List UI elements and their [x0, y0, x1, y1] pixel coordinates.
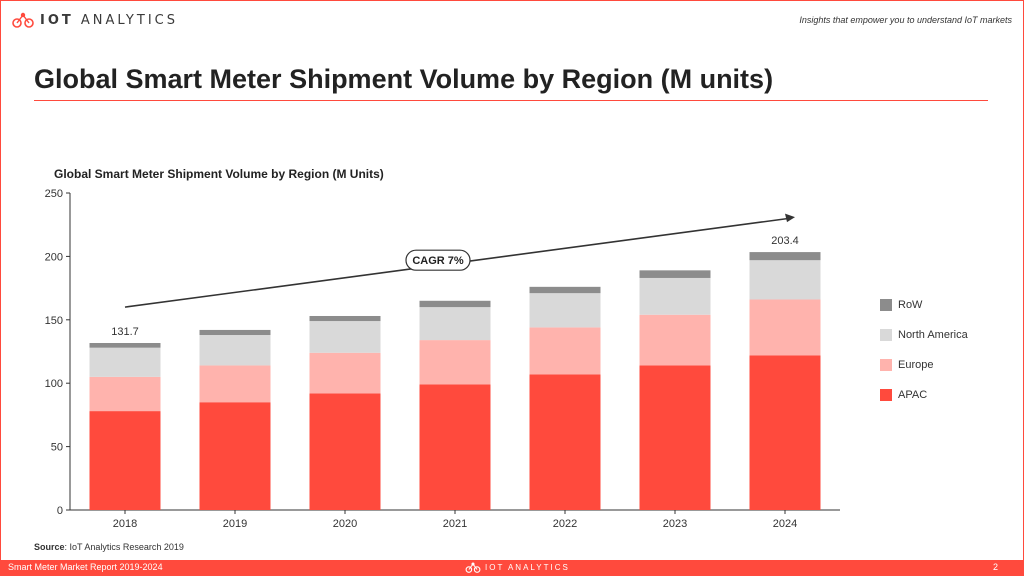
- bar-segment-row: [749, 252, 821, 261]
- bar-segment-apac: [199, 402, 271, 510]
- bar-segment-north-america: [89, 347, 161, 377]
- bar-segment-europe: [639, 314, 711, 366]
- logo-icon: [12, 12, 34, 28]
- bar-segment-apac: [639, 365, 711, 510]
- bar-segment-north-america: [529, 293, 601, 328]
- bar-segment-north-america: [749, 260, 821, 300]
- bar-segment-europe: [529, 327, 601, 375]
- chart-title: Global Smart Meter Shipment Volume by Re…: [54, 167, 384, 181]
- bar-segment-apac: [419, 384, 491, 510]
- x-tick-label: 2021: [443, 518, 467, 530]
- page-number: 2: [992, 562, 998, 572]
- logo-wordmark: IOT ANALYTICS: [40, 12, 178, 28]
- data-label: 131.7: [111, 326, 139, 338]
- legend-swatch: [880, 359, 892, 371]
- bar-segment-row: [419, 300, 491, 308]
- data-label: 203.4: [771, 235, 799, 247]
- footer-logo-icon: [465, 562, 481, 573]
- footer-logo-text: IOT ANALYTICS: [485, 563, 570, 572]
- bar-segment-europe: [749, 299, 821, 356]
- legend-item: North America: [880, 320, 968, 350]
- x-tick-label: 2022: [553, 518, 577, 530]
- bar-segment-north-america: [639, 277, 711, 315]
- iot-analytics-logo: IOT ANALYTICS: [12, 12, 178, 28]
- y-tick-label: 250: [45, 188, 63, 200]
- source-note: Source: IoT Analytics Research 2019: [34, 542, 184, 552]
- y-tick-label: 150: [45, 315, 63, 327]
- legend-label: RoW: [898, 299, 923, 311]
- cagr-arrow-head: [785, 213, 795, 223]
- legend-label: APAC: [898, 389, 928, 401]
- bar-segment-row: [529, 286, 601, 294]
- bar-segment-apac: [529, 374, 601, 510]
- cagr-label: CAGR 7%: [412, 255, 464, 267]
- x-tick-label: 2024: [773, 518, 797, 530]
- bar-segment-row: [199, 329, 271, 336]
- legend-item: APAC: [880, 380, 968, 410]
- y-tick-label: 100: [45, 378, 63, 390]
- cagr-badge: [405, 249, 471, 271]
- stacked-bar-chart: 0 50 100 150 200 250 2018 2019 2020 2021 2022 2023 2…: [45, 188, 840, 530]
- legend-item: Europe: [880, 350, 968, 380]
- legend-label: Europe: [898, 359, 934, 371]
- bar-segment-north-america: [419, 307, 491, 341]
- bar-segment-apac: [749, 355, 821, 510]
- legend-item: RoW: [880, 290, 968, 320]
- bar-segment-europe: [199, 365, 271, 403]
- footer-logo: IOT ANALYTICS: [465, 562, 570, 573]
- legend-swatch: [880, 299, 892, 311]
- chart-legend: RoW North America Europe APAC: [880, 290, 968, 410]
- x-tick-label: 2018: [113, 518, 137, 530]
- bar-segment-europe: [89, 376, 161, 412]
- footer-bar: Smart Meter Market Report 2019-2024 IOT …: [0, 560, 1024, 576]
- bar-segment-row: [309, 315, 381, 322]
- y-tick-label: 50: [51, 442, 63, 454]
- bar-segment-europe: [419, 340, 491, 385]
- y-tick-label: 0: [57, 505, 63, 517]
- page-title: Global Smart Meter Shipment Volume by Re…: [34, 64, 774, 94]
- bar-segment-apac: [309, 393, 381, 510]
- legend-swatch: [880, 389, 892, 401]
- bar-segment-europe: [309, 352, 381, 394]
- bar-segment-apac: [89, 411, 161, 510]
- footer-report-title: Smart Meter Market Report 2019-2024: [8, 562, 163, 572]
- x-tick-label: 2023: [663, 518, 687, 530]
- title-divider: [34, 100, 988, 101]
- y-tick-label: 200: [45, 251, 63, 263]
- bar-segment-north-america: [199, 335, 271, 366]
- x-tick-label: 2019: [223, 518, 247, 530]
- x-tick-label: 2020: [333, 518, 357, 530]
- legend-swatch: [880, 329, 892, 341]
- tagline: Insights that empower you to understand …: [799, 15, 1012, 25]
- bar-segment-row: [639, 270, 711, 278]
- bar-segment-row: [89, 343, 161, 348]
- legend-label: North America: [898, 329, 968, 341]
- bar-segment-north-america: [309, 321, 381, 353]
